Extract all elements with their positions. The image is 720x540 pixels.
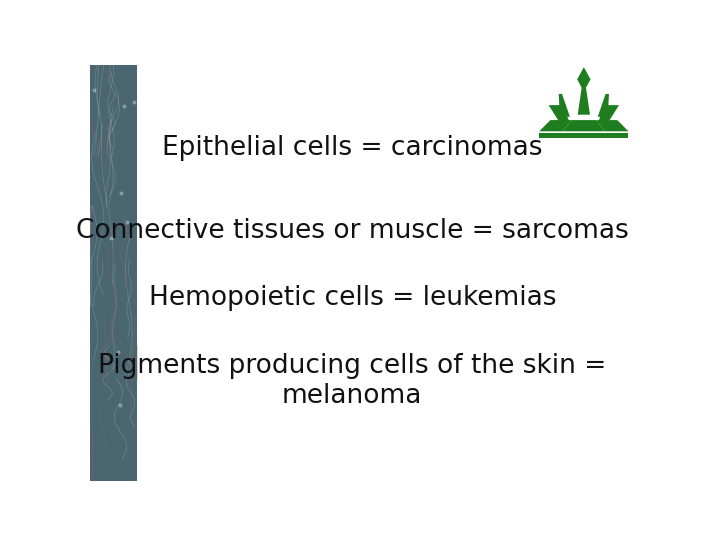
Text: Pigments producing cells of the skin =
melanoma: Pigments producing cells of the skin = m… [98, 353, 606, 409]
Polygon shape [596, 120, 629, 131]
Polygon shape [539, 120, 572, 131]
Polygon shape [559, 94, 570, 117]
Polygon shape [577, 84, 590, 114]
Text: Connective tissues or muscle = sarcomas: Connective tissues or muscle = sarcomas [76, 218, 629, 244]
Polygon shape [598, 105, 619, 123]
Bar [90, 65, 138, 481]
Polygon shape [577, 67, 590, 92]
Polygon shape [598, 94, 609, 117]
Text: Hemopoietic cells = leukemias: Hemopoietic cells = leukemias [148, 285, 556, 310]
Polygon shape [549, 105, 570, 123]
Polygon shape [539, 133, 629, 138]
Text: Epithelial cells = carcinomas: Epithelial cells = carcinomas [162, 135, 542, 161]
Polygon shape [562, 120, 605, 131]
